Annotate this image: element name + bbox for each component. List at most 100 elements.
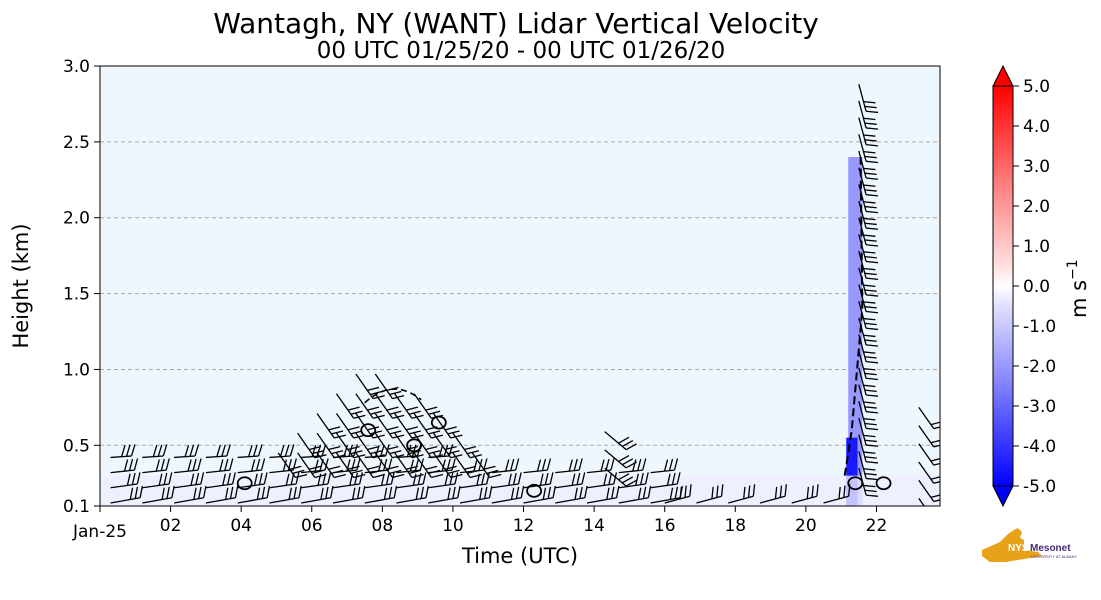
wind-barb-flag (450, 434, 463, 439)
wind-barb-flag (308, 465, 321, 470)
wind-barb-flag (370, 469, 383, 475)
wind-barb-flag (380, 473, 385, 486)
wind-barb-flag (367, 445, 380, 451)
wind-barb (491, 497, 522, 504)
wind-barb-flag (863, 100, 876, 104)
wind-barb-flag (584, 485, 588, 498)
wind-barb (269, 455, 291, 459)
wind-barb-flag (618, 455, 630, 462)
wind-barb-flag (863, 217, 876, 221)
wind-barb-flag (541, 458, 547, 471)
wind-barb-flag (411, 454, 424, 459)
wind-barb-flag (864, 122, 877, 125)
wind-barb-flag (720, 484, 724, 497)
wind-barb-flag (389, 450, 402, 455)
wind-barb-flag (314, 473, 327, 479)
contour-dashed (364, 388, 422, 404)
wind-barb-flag (483, 458, 488, 471)
wind-barb (297, 432, 316, 459)
wind-barb-flag (389, 469, 402, 475)
contour-ring (406, 438, 423, 453)
wind-barb-flag (571, 473, 576, 486)
wind-barb-flag (415, 487, 420, 500)
x-axis: Jan-25 02 04 06 08 10 12 14 16 18 20 22 (72, 506, 887, 542)
wind-barb-flag (613, 472, 618, 485)
wind-barb-flag (637, 487, 642, 500)
wind-barb-flag (600, 459, 605, 472)
wind-barb-flag (441, 459, 446, 472)
contour-ring (430, 415, 447, 430)
wind-barb-flag (200, 472, 205, 485)
wind-barb-flag (408, 410, 421, 415)
wind-barb-flag (292, 469, 305, 475)
wind-barb-flag (618, 436, 630, 444)
x-tick-label: 06 (301, 516, 323, 536)
wind-barb-flag (520, 485, 525, 498)
wind-barb-flag (752, 484, 756, 497)
wind-barb (269, 469, 294, 474)
wind-barb-flag (195, 472, 200, 485)
wind-barb-flag (224, 458, 229, 471)
wind-barb-flag (229, 486, 234, 499)
wind-barb-flag (864, 372, 877, 376)
wind-barb (110, 469, 135, 474)
wind-barb (237, 469, 262, 474)
wind-barb-flag (431, 473, 444, 479)
wind-barb-flag (165, 458, 170, 471)
wind-barb-flag (372, 473, 385, 479)
plot-area (100, 66, 940, 506)
wind-barb-flag (386, 445, 399, 451)
wind-barb-flag (864, 155, 877, 159)
wind-barb-flag (539, 473, 544, 486)
wind-barb-flag (510, 458, 515, 471)
wind-barb-flag (863, 117, 876, 121)
wind-barb-flag (139, 485, 144, 498)
wind-barb (459, 469, 484, 474)
wind-barbs (110, 84, 940, 506)
wind-barb-flag (393, 485, 398, 498)
wind-barb-flag (930, 421, 940, 426)
contour-ring (236, 476, 253, 491)
wind-barb-flag (331, 450, 344, 455)
wind-barb-flag (864, 456, 877, 459)
wind-barb-flag (864, 356, 877, 359)
wind-barb-flag (328, 465, 341, 470)
colorbar-tick-label: 4.0 (1023, 117, 1050, 137)
wind-barb-flag (347, 465, 360, 470)
wind-barb-flag (684, 485, 687, 498)
wind-barb-flag (866, 411, 879, 414)
wind-barb-flag (930, 458, 940, 462)
colorbar-tick-label: 0.0 (1023, 277, 1050, 297)
wind-barb-flag (622, 458, 634, 466)
wind-barb-flag (864, 472, 877, 476)
wind-barb-flag (863, 401, 876, 404)
wind-barb-flag (637, 458, 642, 471)
wind-barb-flag (866, 244, 879, 247)
wind-barb-flag (866, 177, 879, 180)
wind-barb-flag (347, 445, 360, 451)
wind-barb-flag (574, 487, 578, 500)
wind-barb (142, 497, 173, 504)
wind-barb-flag (863, 484, 876, 488)
wind-barb-flag (193, 487, 197, 500)
wind-barb-flag (843, 485, 846, 498)
wind-barb-flag (216, 445, 221, 457)
wind-barb-flag (864, 105, 877, 109)
colorbar-body (992, 85, 1014, 487)
wind-barb-flag (473, 459, 478, 472)
wind-barb-flag (635, 473, 639, 486)
x-tick-label: 14 (583, 516, 605, 536)
wind-barb-flag (863, 451, 876, 454)
wind-barb-flag (689, 484, 692, 497)
wind-barb-flag (136, 472, 141, 485)
wind-barb-flag (134, 486, 139, 499)
wind-barb-flag (282, 459, 288, 472)
wind-barb-flag (372, 434, 385, 439)
wind-barb-flag (356, 486, 361, 499)
wind-barb-flag (866, 127, 879, 130)
wind-barb-flag (866, 160, 879, 164)
wind-barb (491, 469, 516, 474)
colorbar-extend-high (992, 64, 1014, 87)
wind-barb-flag (155, 459, 160, 472)
wind-barb (918, 498, 925, 506)
